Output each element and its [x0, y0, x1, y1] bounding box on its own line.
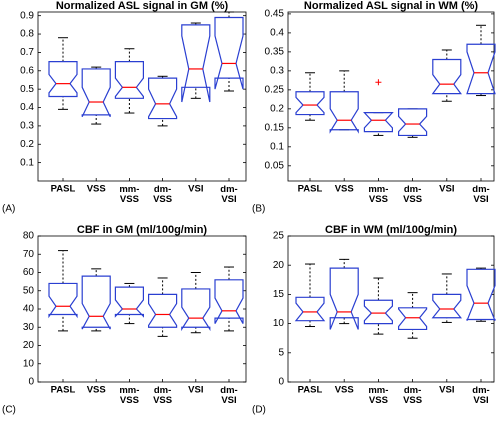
outlier: [375, 79, 382, 86]
y-tick-label: 0.35: [265, 47, 285, 58]
x-tick-label: dm-VSS: [403, 184, 422, 205]
plot-frame: [287, 11, 495, 182]
box: [329, 267, 359, 330]
x-tick-label: VSI: [439, 385, 454, 396]
plot-frame: [287, 235, 495, 383]
x-tick-label: VSS: [87, 385, 106, 396]
panel-label: (B): [252, 204, 265, 215]
panel: CBF in WM (ml/100g/min) (D) 0 5 10 15 20 25 PASL…: [252, 224, 496, 416]
y-tick-label: 5: [278, 347, 284, 358]
x-tick-label: dm-VSI: [220, 184, 237, 205]
x-tick-label: PASL: [51, 184, 76, 195]
box: [48, 282, 78, 319]
y-tick-label: 0.2: [20, 139, 34, 150]
box: [181, 288, 211, 332]
panel: CBF in GM (ml/100g/min) (C) 0 10 20 30 40 50 60 7…: [2, 224, 247, 416]
x-tick-label: mm-VSS: [368, 184, 388, 205]
box: [81, 68, 111, 117]
box: [148, 293, 178, 328]
box: [114, 60, 144, 99]
box: [398, 108, 428, 137]
y-tick-label: 20: [23, 340, 35, 351]
chart-title: CBF in WM (ml/100g/min): [325, 224, 457, 236]
panel: Normalized ASL signal in GM (%) (A) 0.1 0.2…: [2, 0, 247, 215]
y-tick-label: 0.4: [20, 102, 34, 113]
box: [329, 91, 359, 134]
panel: Normalized ASL signal in WM (%) (B) 0.05 0.…: [252, 0, 496, 215]
x-tick-label: VSI: [188, 184, 203, 195]
box: [48, 60, 78, 98]
x-tick-label: mm-VSS: [368, 385, 388, 406]
box: [431, 58, 462, 95]
y-tick-label: 0.15: [265, 122, 285, 133]
y-tick-label: 0.2: [270, 103, 284, 114]
y-tick-label: 0.05: [265, 160, 285, 171]
box: [181, 24, 211, 103]
y-tick-label: 0.7: [20, 47, 34, 58]
box: [466, 268, 496, 321]
panel-label: (A): [2, 204, 15, 215]
x-tick-label: dm-VSI: [472, 385, 489, 406]
box: [81, 275, 111, 330]
y-tick-label: 15: [273, 289, 285, 300]
y-tick-label: 0.3: [20, 121, 34, 132]
plot-frame: [37, 235, 247, 383]
x-tick-label: VSS: [335, 184, 354, 195]
x-tick-label: dm-VSS: [403, 385, 422, 406]
x-tick-label: PASL: [51, 385, 76, 396]
x-tick-label: dm-VSS: [153, 184, 172, 205]
chart-title: Normalized ASL signal in GM (%): [56, 0, 229, 12]
chart-title: Normalized ASL signal in WM (%): [304, 0, 479, 12]
box: [466, 43, 496, 95]
x-tick-label: VSI: [188, 385, 203, 396]
x-tick-label: mm-VSS: [119, 184, 139, 205]
box: [295, 91, 325, 116]
x-tick-label: dm-VSS: [153, 385, 172, 406]
y-tick-label: 60: [23, 267, 35, 278]
y-tick-label: 0.8: [20, 29, 34, 40]
y-tick-label: 80: [23, 231, 35, 242]
panel-label: (D): [252, 405, 266, 416]
x-tick-label: VSS: [87, 184, 106, 195]
y-tick-label: 0.1: [270, 141, 284, 152]
x-tick-label: PASL: [298, 184, 323, 195]
chart-title: CBF in GM (ml/100g/min): [77, 224, 208, 236]
box: [431, 293, 463, 319]
panel-label: (C): [2, 405, 16, 416]
y-tick-label: 0.1: [20, 157, 34, 168]
box: [398, 307, 428, 331]
y-tick-label: 0: [28, 377, 34, 388]
y-tick-label: 40: [23, 304, 35, 315]
box: [214, 16, 244, 90]
box: [148, 77, 178, 120]
box: [294, 296, 326, 322]
y-tick-label: 70: [23, 249, 35, 260]
y-tick-label: 0.25: [265, 84, 285, 95]
x-tick-label: mm-VSS: [119, 385, 139, 406]
box: [363, 112, 394, 133]
y-tick-label: 10: [23, 358, 35, 369]
y-tick-label: 25: [273, 231, 285, 242]
box: [363, 299, 393, 325]
box: [114, 286, 144, 318]
y-tick-label: 0.6: [20, 65, 34, 76]
x-tick-label: VSI: [439, 184, 454, 195]
y-tick-label: 0.4: [270, 28, 284, 39]
y-tick-label: 50: [23, 285, 35, 296]
y-tick-label: 0.9: [20, 10, 34, 21]
y-tick-label: 0.3: [270, 66, 284, 77]
x-tick-label: dm-VSI: [220, 385, 237, 406]
y-tick-label: 0: [278, 377, 284, 388]
plot-frame: [37, 11, 247, 182]
x-tick-label: dm-VSI: [472, 184, 489, 205]
y-tick-label: 30: [23, 322, 35, 333]
y-tick-label: 20: [273, 260, 285, 271]
y-tick-label: 0.5: [20, 84, 34, 95]
box: [214, 279, 244, 324]
x-tick-label: VSS: [335, 385, 354, 396]
y-tick-label: 10: [273, 318, 285, 329]
y-tick-label: 0.45: [265, 9, 285, 20]
x-tick-label: PASL: [298, 385, 323, 396]
